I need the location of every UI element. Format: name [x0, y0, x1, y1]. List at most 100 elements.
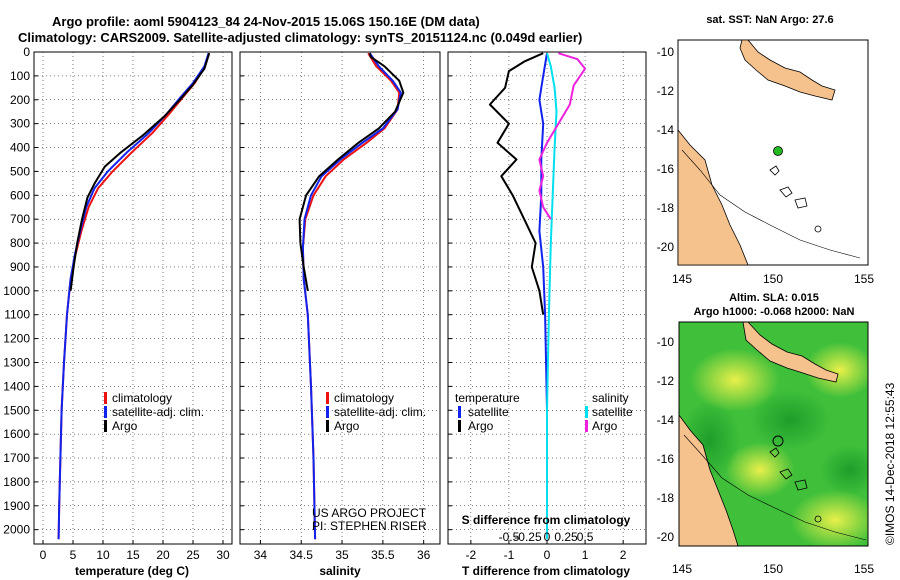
sst-xtick: 145 [672, 272, 692, 286]
legend-title-temperature: temperature [455, 391, 520, 405]
x-tick-label: -2 [466, 548, 477, 562]
legend-swatch-climatology [326, 392, 329, 404]
sla-x-ticks: 145 150 155 [672, 562, 874, 576]
top-tick-label: 0.25 [554, 530, 578, 544]
reef-islands [769, 447, 808, 491]
legend-label-s-argo: Argo [592, 419, 618, 433]
salinity-grid [240, 51, 440, 544]
legend-label-satellite: satellite-adj. clim. [334, 405, 426, 419]
legend-label-s-satellite: satellite [592, 405, 633, 419]
difference-x-ticks: -2 -1 0 1 2 [466, 548, 627, 562]
legend-swatch-climatology [104, 392, 107, 404]
sla-blob [790, 490, 868, 546]
legend-label-argo: Argo [112, 419, 138, 433]
sst-xtick: 150 [763, 272, 783, 286]
temperature-x-ticks: 0 5 10 15 20 25 30 [40, 548, 230, 562]
argo-position-marker [772, 435, 784, 447]
small-island [814, 225, 822, 233]
argo-position-marker [773, 146, 783, 156]
sla-blob [690, 348, 780, 412]
sst-ytick: -16 [657, 162, 675, 176]
australia-coast [677, 128, 749, 266]
top-tick-label: -0.5 [499, 530, 520, 544]
series-line-s-satellite [546, 52, 558, 540]
isobath-line [681, 149, 861, 259]
depth-tick-label: 100 [10, 69, 30, 83]
title-line-2: Climatology: CARS2009. Satellite-adjuste… [18, 30, 582, 45]
salinity-lines [298, 52, 405, 540]
top-tick-label: 0 [544, 530, 551, 544]
sla-ytick: -18 [657, 491, 675, 505]
sst-y-ticks: -10 -12 -14 -16 -18 -20 [657, 45, 675, 254]
sla-anomaly-blobs [680, 342, 868, 546]
x-tick-label: 10 [96, 548, 110, 562]
legend-label-climatology: climatology [112, 391, 172, 405]
sla-xtick: 150 [763, 562, 783, 576]
sla-ytick: -14 [657, 413, 675, 427]
sla-y-ticks: -10 -12 -14 -16 -18 -20 [657, 335, 675, 544]
x-tick-label: 2 [620, 548, 627, 562]
depth-tick-label: 1100 [4, 308, 30, 322]
legend-swatch-satellite [326, 406, 329, 418]
sst-ytick: -10 [657, 45, 675, 59]
new-guinea-coast [739, 39, 836, 101]
series-line-satellite-adj-clim- [301, 52, 402, 540]
difference-lines [488, 52, 587, 540]
difference-xlabel: T difference from climatology [462, 564, 630, 578]
temperature-lines [57, 52, 211, 540]
depth-tick-label: 2000 [3, 523, 30, 537]
temperature-panel: 0 5 10 15 20 25 30 temperature (deg C) climato… [33, 51, 233, 578]
depth-tick-label: 900 [10, 260, 30, 274]
difference-panel: -2 -1 0 1 2 -0.5-0.25 0 0.25 0.5 T difference f… [447, 51, 647, 578]
depth-tick-label: 200 [10, 93, 30, 107]
sla-ytick: -10 [657, 335, 675, 349]
depth-tick-label: 500 [10, 164, 30, 178]
series-line-s-argo [538, 52, 587, 220]
sla-map-title-2: Argo h1000: -0.068 h2000: NaN [694, 306, 855, 318]
sla-ytick: -20 [657, 530, 675, 544]
depth-tick-label: 0 [23, 45, 30, 59]
sla-blob [820, 445, 868, 495]
sla-xtick: 145 [672, 562, 692, 576]
x-tick-label: 20 [156, 548, 170, 562]
temperature-frame [33, 51, 233, 545]
depth-tick-label: 1700 [3, 451, 30, 465]
depth-axis: 0 100 200 300 400 500 600 700 800 900 1000 1100 1200… [3, 45, 30, 537]
depth-tick-label: 1500 [3, 403, 30, 417]
series-line-satellite-adj-clim- [57, 52, 210, 540]
sla-ytick: -12 [657, 374, 675, 388]
x-tick-label: 34 [254, 548, 268, 562]
sla-xtick: 155 [854, 562, 874, 576]
x-tick-label: 1 [582, 548, 589, 562]
difference-xlabel-top: S difference from climatology [462, 513, 631, 527]
top-tick-label: 0.5 [577, 530, 594, 544]
legend-swatch-s-argo [585, 420, 588, 432]
sst-ytick: -12 [657, 84, 675, 98]
title-line-1: Argo profile: aoml 5904123_84 24-Nov-201… [52, 14, 480, 29]
salinity-x-ticks: 34 34.5 35 35.5 36 [254, 548, 431, 562]
temperature-grid [34, 51, 232, 544]
x-tick-label: -1 [504, 548, 515, 562]
legend-label-climatology: climatology [334, 391, 394, 405]
salinity-frame [239, 51, 441, 545]
sst-xtick: 155 [854, 272, 874, 286]
legend-title-salinity: salinity [592, 391, 629, 405]
depth-tick-label: 1200 [3, 332, 30, 346]
depth-tick-label: 800 [10, 236, 30, 250]
depth-tick-label: 1300 [3, 355, 30, 369]
x-tick-label: 5 [70, 548, 77, 562]
depth-tick-label: 1800 [3, 475, 30, 489]
temperature-legend: climatology satellite-adj. clim. Argo [104, 391, 204, 433]
top-tick-label: -0.25 [514, 530, 542, 544]
sla-blob [805, 342, 868, 398]
legend-swatch-argo [326, 420, 329, 432]
depth-tick-label: 1400 [3, 379, 30, 393]
x-tick-label: 36 [417, 548, 431, 562]
sla-map-title-1: Altim. SLA: 0.015 [729, 292, 819, 304]
sla-map: Altim. SLA: 0.015 Argo h1000: -0.068 h20… [657, 292, 897, 576]
series-line-argo [298, 52, 405, 291]
x-tick-label: 35.5 [371, 548, 395, 562]
salinity-panel: 34 34.5 35 35.5 36 salinity climatology sate… [239, 51, 441, 578]
sst-ytick: -20 [657, 240, 675, 254]
